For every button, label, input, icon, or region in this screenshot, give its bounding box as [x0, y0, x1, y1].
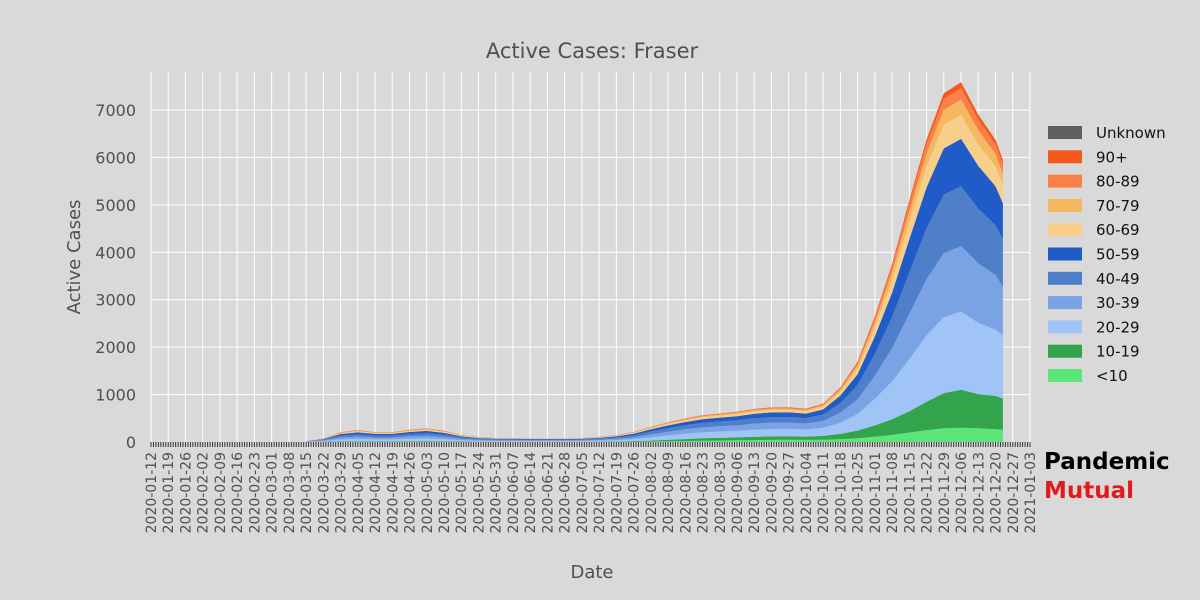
x-tick-label: 2020-02-09: [213, 452, 229, 533]
x-tick-label: 2020-08-23: [696, 452, 712, 533]
x-tick-label: 2020-08-30: [713, 452, 729, 533]
x-tick-label: 2020-10-11: [816, 452, 832, 533]
legend-label: 10-19: [1096, 343, 1140, 361]
x-tick-label: 2020-04-26: [403, 452, 419, 533]
x-tick-label: 2020-11-15: [902, 452, 918, 533]
x-tick-label: 2020-01-19: [161, 452, 177, 533]
x-tick-label: 2020-03-29: [334, 452, 350, 533]
brand-name-line1: Pandemic: [1044, 449, 1170, 475]
legend-swatch: [1048, 126, 1082, 139]
x-tick-label: 2020-12-06: [954, 452, 970, 533]
y-tick-label: 1000: [95, 386, 136, 405]
x-tick-label: 2020-05-03: [420, 452, 436, 533]
x-tick-label: 2020-12-27: [1006, 452, 1022, 533]
legend-label: 70-79: [1096, 197, 1140, 215]
x-tick-label: 2020-05-10: [437, 452, 453, 533]
legend-label: 40-49: [1096, 270, 1140, 288]
legend-swatch: [1048, 320, 1082, 334]
x-tick-label: 2021-01-03: [1023, 452, 1039, 533]
legend-label: Unknown: [1096, 124, 1166, 142]
legend-label: 50-59: [1096, 246, 1140, 264]
y-tick-label: 4000: [95, 243, 136, 262]
area-series-lt10: [306, 427, 1003, 442]
legend: Unknown 90+ 80-89 70-79 60-69 50-59 40-49 30-39…: [1048, 124, 1166, 385]
x-tick-label: 2020-02-23: [247, 452, 263, 533]
brand-name-line2: Mutual: [1044, 478, 1135, 504]
y-tick-label: 2000: [95, 338, 136, 357]
x-tick-label: 2020-03-01: [265, 452, 281, 533]
x-tick-label: 2020-08-09: [661, 452, 677, 533]
x-tick-label: 2020-12-13: [971, 452, 987, 533]
legend-swatch: [1048, 296, 1082, 310]
y-axis: 0 1000 2000 3000 4000 5000 6000 7000: [95, 101, 136, 452]
x-tick-label: 2020-04-05: [351, 452, 367, 533]
x-tick-label: 2020-08-16: [678, 452, 694, 533]
x-tick-label: 2020-09-20: [765, 452, 781, 533]
x-tick-label: 2020-02-02: [196, 452, 212, 533]
x-tick-label: 2020-05-31: [489, 452, 505, 533]
x-tick-label: 2020-07-26: [627, 452, 643, 533]
x-tick-label: 2020-08-02: [644, 452, 660, 533]
x-tick-label: 2020-01-12: [144, 452, 160, 533]
legend-label: <10: [1096, 367, 1128, 385]
x-tick-label: 2020-07-05: [575, 452, 591, 533]
x-tick-label: 2020-05-17: [454, 452, 470, 533]
x-tick-label: 2020-11-01: [868, 452, 884, 533]
x-tick-label: 2020-05-24: [472, 452, 488, 533]
legend-swatch: [1048, 369, 1082, 382]
x-tick-label: 2020-04-19: [385, 452, 401, 533]
legend-swatch: [1048, 174, 1082, 188]
y-tick-label: 3000: [95, 291, 136, 310]
y-axis-label: Active Cases: [64, 200, 85, 315]
legend-swatch: [1048, 271, 1082, 285]
x-tick-label: 2020-11-08: [885, 452, 901, 533]
legend-label: 80-89: [1096, 173, 1140, 191]
x-tick-label: 2020-12-20: [989, 452, 1005, 533]
legend-label: 60-69: [1096, 221, 1140, 239]
x-tick-label: 2020-09-27: [782, 452, 798, 533]
y-tick-label: 5000: [95, 196, 136, 215]
legend-swatch: [1048, 150, 1082, 164]
y-tick-label: 6000: [95, 148, 136, 167]
x-tick-label: 2020-07-19: [609, 452, 625, 533]
x-tick-label: 2020-01-26: [179, 452, 195, 533]
legend-swatch: [1048, 247, 1082, 261]
x-tick-label: 2020-02-16: [230, 452, 246, 533]
x-tick-label: 2020-03-22: [316, 452, 332, 533]
x-tick-label: 2020-11-29: [937, 452, 953, 533]
legend-label: 30-39: [1096, 294, 1140, 312]
legend-swatch: [1048, 344, 1082, 358]
x-tick-label: 2020-09-06: [730, 452, 746, 533]
x-tick-label: 2020-10-25: [851, 452, 867, 533]
x-tick-label: 2020-10-04: [799, 452, 815, 533]
x-axis-label: Date: [570, 562, 613, 583]
x-tick-label: 2020-06-21: [540, 452, 556, 533]
x-tick-label: 2020-11-22: [920, 452, 936, 533]
legend-label: 20-29: [1096, 318, 1140, 336]
legend-swatch: [1048, 198, 1082, 212]
x-tick-label: 2020-07-12: [592, 452, 608, 533]
legend-swatch: [1048, 223, 1082, 237]
y-tick-label: 0: [126, 433, 136, 452]
grid-lines: [150, 72, 1031, 442]
x-tick-label: 2020-03-08: [282, 452, 298, 533]
x-tick-label: 2020-06-14: [523, 452, 539, 533]
x-tick-label: 2020-06-07: [506, 452, 522, 533]
x-tick-label: 2020-04-12: [368, 452, 384, 533]
x-axis: 2020-01-12 2020-01-19 2020-01-26 2020-02-02…: [144, 442, 1039, 533]
stacked-areas: [306, 82, 1003, 442]
x-tick-label: 2020-10-18: [833, 452, 849, 533]
x-tick-label: 2020-03-15: [299, 452, 315, 533]
x-tick-label: 2020-09-13: [747, 452, 763, 533]
chart-title: Active Cases: Fraser: [486, 39, 699, 63]
y-tick-label: 7000: [95, 101, 136, 120]
legend-label: 90+: [1096, 148, 1128, 166]
x-tick-label: 2020-06-28: [558, 452, 574, 533]
